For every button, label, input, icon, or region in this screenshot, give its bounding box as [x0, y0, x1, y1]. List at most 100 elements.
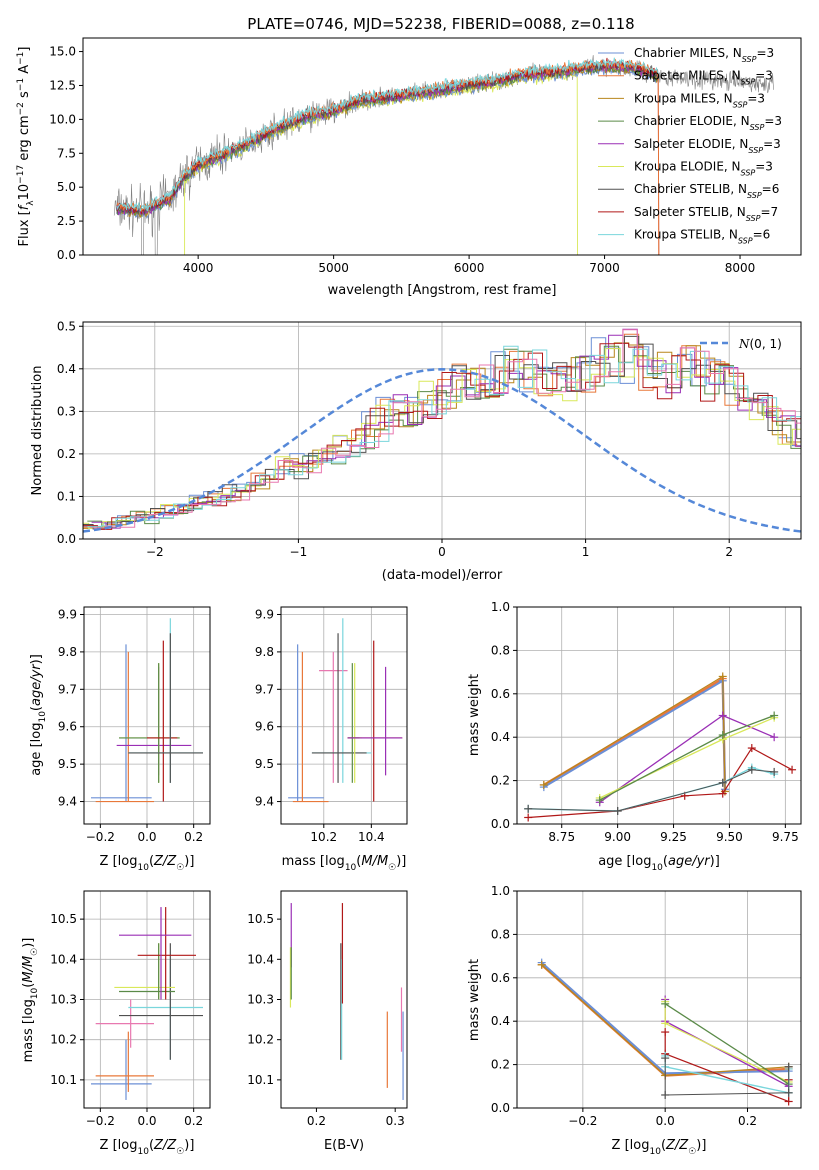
spectrum-y-label: Flux [fλ10−17 erg cm−2 s−1 A−1] — [16, 47, 36, 247]
legend-label: Chabrier MILES, NSSP=3 — [634, 46, 774, 64]
y-tick-label: 0.3 — [57, 404, 76, 418]
y-tick-label: 1.0 — [491, 600, 510, 614]
mw-age-y-label: mass weight — [467, 674, 482, 756]
y-tick-label: 7.5 — [57, 146, 76, 160]
y-tick-label: 9.6 — [255, 720, 274, 734]
legend-label: Chabrier ELODIE, NSSP=3 — [634, 114, 782, 132]
y-tick-label: 9.9 — [255, 607, 274, 621]
histogram-line — [83, 348, 801, 529]
legend-label: Chabrier STELIB, NSSP=6 — [634, 182, 779, 200]
y-tick-label: 5.0 — [57, 180, 76, 194]
x-tick-label: −0.2 — [86, 830, 115, 844]
mw-Z-x-label: Z [log10(Z/Z☉)] — [612, 1138, 707, 1157]
y-tick-label: 0.6 — [491, 687, 510, 701]
x-tick-label: 8.75 — [548, 830, 575, 844]
mass-vs-Z-x-label: Z [log10(Z/Z☉)] — [100, 1138, 195, 1157]
x-tick-label: 10.2 — [310, 830, 337, 844]
age-vs-Z-y-label: age [log10(age/yr)] — [29, 654, 48, 776]
y-tick-label: 10.1 — [50, 1073, 77, 1087]
y-tick-label: 15.0 — [49, 45, 76, 59]
y-tick-label: 10.0 — [49, 112, 76, 126]
weight-series-line — [664, 1058, 790, 1096]
legend-label: Salpeter ELODIE, NSSP=3 — [634, 137, 781, 155]
y-tick-label: 0.2 — [57, 447, 76, 461]
panel-spectrum: 4000 5000 6000 7000 8000 0.0 2.5 5.0 7.5 10.0 12.5… — [16, 37, 802, 298]
plot-area — [289, 903, 404, 1100]
age-vs-Z-x-label: Z [log10(Z/Z☉)] — [100, 854, 195, 873]
y-tick-label: 0.2 — [491, 1058, 510, 1072]
y-tick-label: 9.4 — [255, 795, 274, 809]
x-tick-label: 9.00 — [604, 830, 631, 844]
y-tick-label: 9.8 — [58, 645, 77, 659]
spectrum-x-label: wavelength [Angstrom, rest frame] — [328, 283, 557, 298]
mw-age-x-label: age [log10(age/yr)] — [598, 854, 720, 873]
x-tick-label: 4000 — [183, 261, 214, 275]
axes-frame — [280, 890, 408, 1109]
panel-mass-vs-Z: −0.2 0.0 0.2 10.1 10.2 10.3 10.4 10.5 Z [log10(Z… — [21, 890, 211, 1157]
residuals-y-label: Normed distribution — [30, 366, 45, 496]
y-tick-label: 0.4 — [491, 1014, 510, 1028]
y-tick-label: 0.4 — [491, 730, 510, 744]
panel-age-vs-mass: 10.2 10.4 9.4 9.5 9.6 9.7 9.8 9.9 mass [log10(M/… — [255, 606, 408, 873]
plot-area — [83, 328, 801, 533]
y-tick-label: 0.0 — [491, 1101, 510, 1115]
panel-age-vs-Z: −0.2 0.0 0.2 9.4 9.5 9.6 9.7 9.8 9.9 Z [log10(Z/Z… — [29, 606, 211, 873]
figure-title: PLATE=0746, MJD=52238, FIBERID=0088, z=0… — [247, 15, 634, 33]
axes-frame — [280, 606, 408, 825]
y-tick-label: 10.2 — [247, 1033, 274, 1047]
x-tick-label: −0.2 — [86, 1114, 115, 1128]
plot-area — [91, 618, 203, 803]
y-tick-label: 0.0 — [491, 817, 510, 831]
y-tick-label: 10.5 — [50, 912, 77, 926]
y-tick-label: 0.4 — [57, 362, 76, 376]
x-tick-label: 9.25 — [660, 830, 687, 844]
y-tick-label: 12.5 — [49, 78, 76, 92]
y-tick-label: 0.5 — [57, 319, 76, 333]
y-tick-label: 10.2 — [50, 1033, 77, 1047]
weight-series-line — [528, 769, 775, 812]
y-tick-label: 10.1 — [247, 1073, 274, 1087]
plot-area — [524, 672, 797, 822]
x-tick-label: 0.2 — [184, 830, 203, 844]
y-tick-label: 9.7 — [58, 682, 77, 696]
x-tick-label: 0.0 — [137, 1114, 156, 1128]
y-tick-label: 9.5 — [255, 757, 274, 771]
mw-Z-y-label: mass weight — [467, 959, 482, 1041]
y-tick-label: 10.4 — [50, 952, 77, 966]
x-tick-label: −1 — [290, 545, 308, 559]
plot-area — [537, 958, 793, 1106]
panel-residuals: −2 −1 0 1 2 0.0 0.1 0.2 0.3 0.4 0.5 N(0, 1) (data-mo… — [30, 319, 802, 583]
x-tick-label: 0 — [438, 545, 446, 559]
y-tick-label: 0.1 — [57, 489, 76, 503]
model-spectrum-line — [116, 57, 659, 212]
legend-label: Kroupa STELIB, NSSP=6 — [634, 228, 770, 246]
y-tick-label: 0.6 — [491, 971, 510, 985]
x-tick-label: 0.0 — [656, 1114, 675, 1128]
x-tick-label: 7000 — [589, 261, 620, 275]
spectrum-legend: Chabrier MILES, NSSP=3 Salpeter MILES, NS… — [598, 46, 782, 245]
x-tick-label: 0.3 — [386, 1114, 405, 1128]
y-tick-label: 10.3 — [247, 993, 274, 1007]
x-tick-label: −2 — [146, 545, 164, 559]
histogram-line — [91, 329, 801, 529]
weight-series-line — [664, 1003, 790, 1085]
y-tick-label: 0.2 — [491, 774, 510, 788]
model-spectrum-line — [116, 58, 660, 255]
y-tick-label: 9.9 — [58, 607, 77, 621]
x-tick-label: 9.75 — [772, 830, 799, 844]
axes-frame — [516, 890, 802, 1109]
weight-series-line — [664, 1032, 790, 1103]
normal-curve-line — [83, 368, 801, 533]
y-tick-label: 9.4 — [58, 795, 77, 809]
x-tick-label: 8000 — [725, 261, 756, 275]
weight-series-line — [528, 747, 793, 819]
y-tick-label: 9.6 — [58, 720, 77, 734]
x-tick-label: 6000 — [454, 261, 485, 275]
legend-label: Salpeter MILES, NSSP=3 — [634, 69, 773, 87]
y-tick-label: 9.8 — [255, 645, 274, 659]
y-tick-label: 2.5 — [57, 214, 76, 228]
x-tick-label: 0.0 — [137, 830, 156, 844]
y-tick-label: 0.8 — [491, 643, 510, 657]
mass-vs-Z-y-label: mass [log10(M/M☉)] — [21, 938, 40, 1063]
